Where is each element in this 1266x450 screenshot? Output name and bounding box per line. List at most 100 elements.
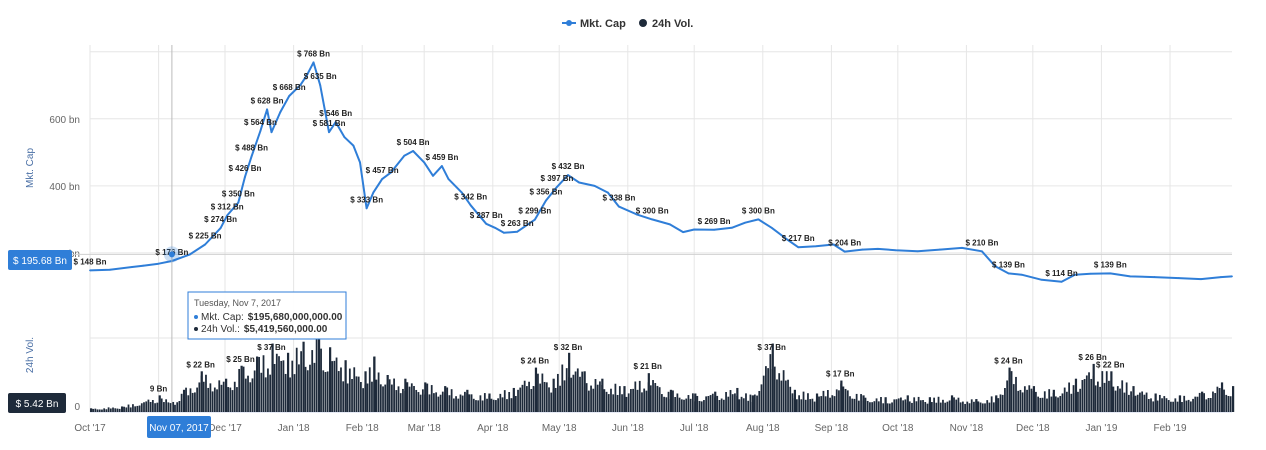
volume-bar — [616, 394, 619, 412]
volume-bar — [213, 387, 216, 412]
volume-bar — [466, 389, 469, 412]
mktcap-point — [447, 178, 450, 181]
volume-bar — [306, 370, 309, 412]
volume-bar — [490, 398, 493, 412]
mktcap-annotation: $ 333 Bn — [350, 195, 383, 204]
volume-bar — [176, 402, 179, 412]
mktcap-point — [894, 249, 897, 252]
volume-bar — [1116, 386, 1119, 412]
volume-bar — [1105, 371, 1108, 412]
volume-bar — [946, 401, 949, 412]
volume-bar — [174, 404, 176, 412]
volume-bar — [924, 402, 927, 412]
mktcap-annotation: $ 114 Bn — [1045, 269, 1078, 278]
mktcap-point — [1220, 276, 1222, 278]
mktcap-point — [693, 228, 696, 231]
mktcap-annotation: $ 263 Bn — [501, 219, 534, 228]
volume-bar — [1130, 391, 1132, 412]
volume-bar — [864, 397, 867, 412]
volume-bar — [298, 364, 300, 412]
volume-bar — [304, 366, 307, 412]
volume-bar — [933, 397, 935, 412]
volume-bar — [709, 395, 712, 412]
volume-bar — [1021, 392, 1024, 412]
tooltip-volume-value: $5,419,560,000.00 — [244, 324, 328, 335]
volume-bar — [377, 372, 380, 412]
volume-bar — [92, 408, 94, 412]
volume-bar — [337, 371, 340, 412]
volume-bar — [607, 394, 610, 412]
volume-bar — [776, 379, 778, 412]
mktcap-flag-text: $ 195.68 Bn — [13, 256, 67, 267]
volume-bar — [1216, 386, 1219, 412]
legend-mktcap-label[interactable]: Mkt. Cap — [580, 18, 626, 30]
volume-bar — [1161, 398, 1163, 412]
volume-bar — [253, 370, 256, 412]
volume-bar — [587, 390, 590, 412]
volume-bar — [1214, 393, 1217, 412]
mktcap-point — [279, 111, 282, 113]
mktcap-point — [876, 248, 879, 250]
volume-bar — [581, 371, 584, 412]
volume-bar — [231, 390, 234, 412]
volume-bar — [554, 387, 557, 412]
volume-bar — [579, 376, 581, 412]
volume-bar — [871, 402, 874, 412]
volume-bar — [293, 374, 296, 412]
mktcap-point — [343, 136, 346, 139]
volume-bar — [242, 366, 245, 412]
volume-bar — [703, 400, 705, 412]
volume-bar — [888, 403, 891, 412]
volume-bar — [519, 387, 522, 412]
mktcap-annotation: $ 342 Bn — [454, 192, 487, 201]
mktcap-annotation: $ 148 Bn — [74, 257, 107, 266]
x-tick-label: Jul '18 — [680, 423, 709, 434]
volume-bar — [844, 388, 847, 412]
volume-bar — [1081, 380, 1084, 412]
volume-bars — [90, 338, 1235, 412]
mktcap-point — [981, 250, 983, 253]
volume-bar — [1201, 391, 1204, 412]
highlight-dot — [168, 251, 175, 258]
volume-bar — [1183, 395, 1186, 412]
mktcap-point — [567, 174, 569, 177]
volume-bar — [103, 408, 106, 412]
mktcap-point — [770, 226, 773, 229]
volume-bar — [884, 397, 887, 412]
volume-bar — [1066, 391, 1068, 412]
volume-bar — [251, 378, 254, 412]
volume-bar — [441, 391, 444, 412]
volume-bar — [1026, 389, 1028, 412]
volume-bar — [756, 395, 758, 412]
volume-bar — [198, 382, 201, 412]
volume-bar — [990, 396, 993, 412]
volume-bar — [565, 368, 568, 412]
volume-bar — [672, 390, 674, 412]
volume-bar — [955, 399, 958, 412]
volume-bar — [419, 394, 422, 412]
x-tick-label: Sep '18 — [815, 423, 849, 434]
volume-bar — [386, 375, 389, 412]
volume-bar — [734, 393, 736, 412]
volume-bar — [134, 406, 137, 412]
volume-bar — [521, 384, 524, 412]
volume-bar — [1072, 385, 1075, 412]
volume-bar — [220, 384, 223, 412]
volume-bar — [964, 403, 966, 412]
volume-bar — [503, 390, 506, 412]
mktcap-point — [250, 155, 253, 158]
mktcap-point — [1089, 272, 1092, 275]
volume-bar — [169, 403, 172, 412]
volume-bar — [404, 378, 407, 412]
volume-bar — [855, 393, 858, 412]
mktcap-point — [786, 238, 789, 241]
volume-bar — [1083, 378, 1086, 412]
volume-bar — [410, 383, 413, 412]
volume-bar — [782, 370, 785, 412]
mktcap-annotation: $ 488 Bn — [235, 143, 268, 152]
volume-bar — [178, 400, 181, 412]
volume-bar — [897, 398, 900, 412]
legend[interactable]: Mkt. Cap 24h Vol. — [562, 18, 693, 30]
volume-bar — [931, 402, 933, 412]
legend-volume-label[interactable]: 24h Vol. — [652, 18, 693, 30]
